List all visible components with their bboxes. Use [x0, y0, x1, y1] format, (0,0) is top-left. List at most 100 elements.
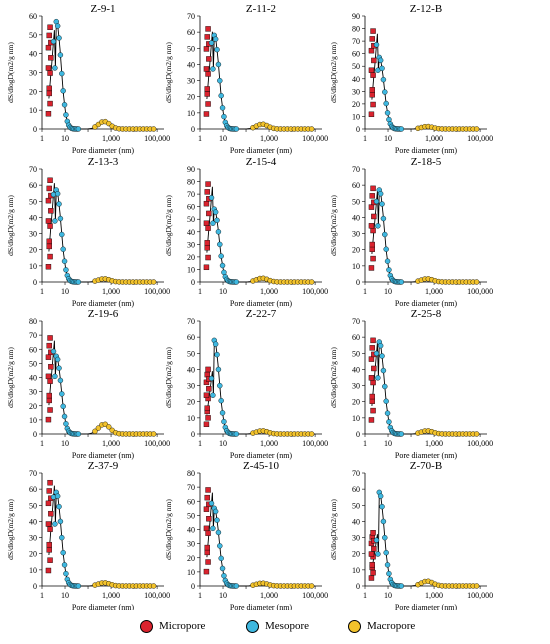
mesopore-point: [54, 493, 61, 499]
mesopore-point: [380, 518, 387, 525]
y-tick-label: 20: [29, 402, 37, 411]
y-axis-label: dS/dlogD(m2/g nm): [164, 195, 173, 256]
mesopore-point: [380, 367, 387, 374]
x-tick-label: 10: [384, 134, 392, 143]
x-tick-label: 10: [219, 134, 227, 143]
y-tick-label: 60: [352, 50, 360, 59]
micropore-point: [368, 417, 375, 423]
mesopore-point: [52, 65, 58, 71]
mesopore-point: [379, 503, 385, 510]
y-tick-label: 20: [352, 246, 360, 255]
y-tick-label: 10: [352, 414, 360, 423]
micropore-point: [47, 335, 53, 341]
micropore-point: [205, 26, 211, 32]
micropore-point: [370, 530, 376, 536]
mesopore-point: [375, 223, 381, 229]
micropore-point: [206, 516, 212, 522]
mesopore-point: [215, 229, 222, 235]
y-tick-label: 20: [29, 87, 37, 96]
micropore-point: [47, 177, 53, 184]
y-tick-label: 0: [356, 582, 360, 591]
x-axis-label: Pore diameter (nm): [395, 603, 458, 610]
y-tick-label: 70: [29, 165, 37, 174]
mesopore-point: [63, 267, 69, 273]
x-tick-label: 1,000: [102, 134, 120, 143]
x-tick-label: 10: [219, 591, 227, 600]
y-tick-label: 10: [29, 262, 37, 271]
distribution-curve: [48, 183, 157, 283]
y-tick-label: 20: [187, 554, 195, 563]
x-tick-label: 1,000: [425, 439, 443, 448]
chart-title: Z-13-3: [88, 156, 119, 168]
micropore-point: [370, 72, 376, 78]
y-tick-label: 50: [352, 349, 360, 358]
mesopore-point: [214, 217, 220, 223]
micropore-point: [206, 386, 212, 392]
mesopore-point: [57, 377, 64, 384]
macropore-point: [106, 424, 112, 430]
mesopore-point: [233, 431, 240, 437]
macropore-point: [308, 126, 315, 132]
chart-title: Z-9-1: [90, 3, 115, 15]
micropore-point: [370, 407, 376, 414]
y-tick-label: 0: [356, 125, 360, 134]
chart-title: Z-15-4: [246, 156, 277, 168]
mesopore-point: [373, 198, 380, 205]
mesopore-point: [221, 418, 227, 425]
x-tick-label: 1,000: [102, 287, 120, 296]
x-tick-label: 100,000: [144, 591, 170, 600]
x-tick-label: 10: [61, 287, 69, 296]
y-tick-label: 70: [187, 483, 195, 492]
mesopore-point: [75, 583, 82, 589]
y-tick-label: 30: [187, 77, 195, 86]
x-tick-label: 100,000: [302, 287, 328, 296]
mesopore-point: [384, 562, 391, 568]
mesopore-point: [214, 517, 220, 523]
micropore-point: [45, 218, 52, 224]
mesopore-point: [208, 375, 215, 382]
macropore-point: [308, 279, 315, 285]
macropore-point: [150, 583, 157, 589]
mesopore-point: [398, 431, 405, 437]
x-tick-label: 10: [61, 439, 69, 448]
legend-item-mesopore: Mesopore: [246, 614, 309, 638]
macropore-point: [473, 583, 480, 589]
y-tick-label: 30: [29, 534, 37, 543]
y-tick-label: 60: [29, 181, 37, 190]
mesopore-point: [60, 549, 66, 556]
mesopore-point: [54, 23, 61, 29]
mesopore-point: [214, 351, 220, 358]
mesopore-point: [75, 431, 82, 437]
micropore-point: [368, 67, 375, 73]
chart-panel-z-9-1: Z-9-1 0 10 20 30 40 50 60 1 10 1,000 100,000 Pore di…: [6, 3, 170, 155]
micropore-point: [47, 70, 53, 76]
y-tick-label: 20: [29, 246, 37, 255]
micropore-point: [46, 547, 52, 553]
y-tick-label: 40: [187, 228, 195, 237]
mesopore-point: [382, 231, 388, 238]
y-tick-label: 70: [352, 37, 360, 46]
y-tick-label: 0: [33, 125, 37, 134]
chart-title: Z-12-B: [410, 3, 442, 15]
y-tick-label: 50: [29, 359, 37, 368]
micropore-point: [204, 91, 210, 97]
y-tick-label: 10: [187, 414, 195, 423]
mesopore-point: [386, 419, 392, 425]
x-axis-label: Pore diameter (nm): [230, 146, 293, 155]
mesopore-point: [382, 534, 388, 541]
mesopore-point: [373, 537, 380, 543]
macropore-point: [150, 126, 157, 132]
micropore-point: [46, 243, 52, 250]
macropore-point: [473, 279, 480, 285]
chart-panel-z-37-9: Z-37-9 0 10 20 30 40 50 60 70 1 10 1,000 100,000 Pore…: [6, 460, 170, 610]
y-tick-label: 30: [352, 230, 360, 239]
micropore-point: [369, 92, 375, 98]
macropore-marker-icon: [348, 619, 361, 633]
mesopore-point: [218, 92, 224, 99]
y-tick-label: 40: [29, 213, 37, 222]
chart-panel-z-19-6: Z-19-6 0 10 20 30 40 50 60 70 80 1 10 1,000 100,000 Po…: [6, 308, 170, 460]
y-tick-label: 10: [187, 568, 195, 577]
mesopore-point: [50, 38, 57, 45]
micropore-point: [47, 24, 53, 30]
x-tick-label: 10: [61, 591, 69, 600]
